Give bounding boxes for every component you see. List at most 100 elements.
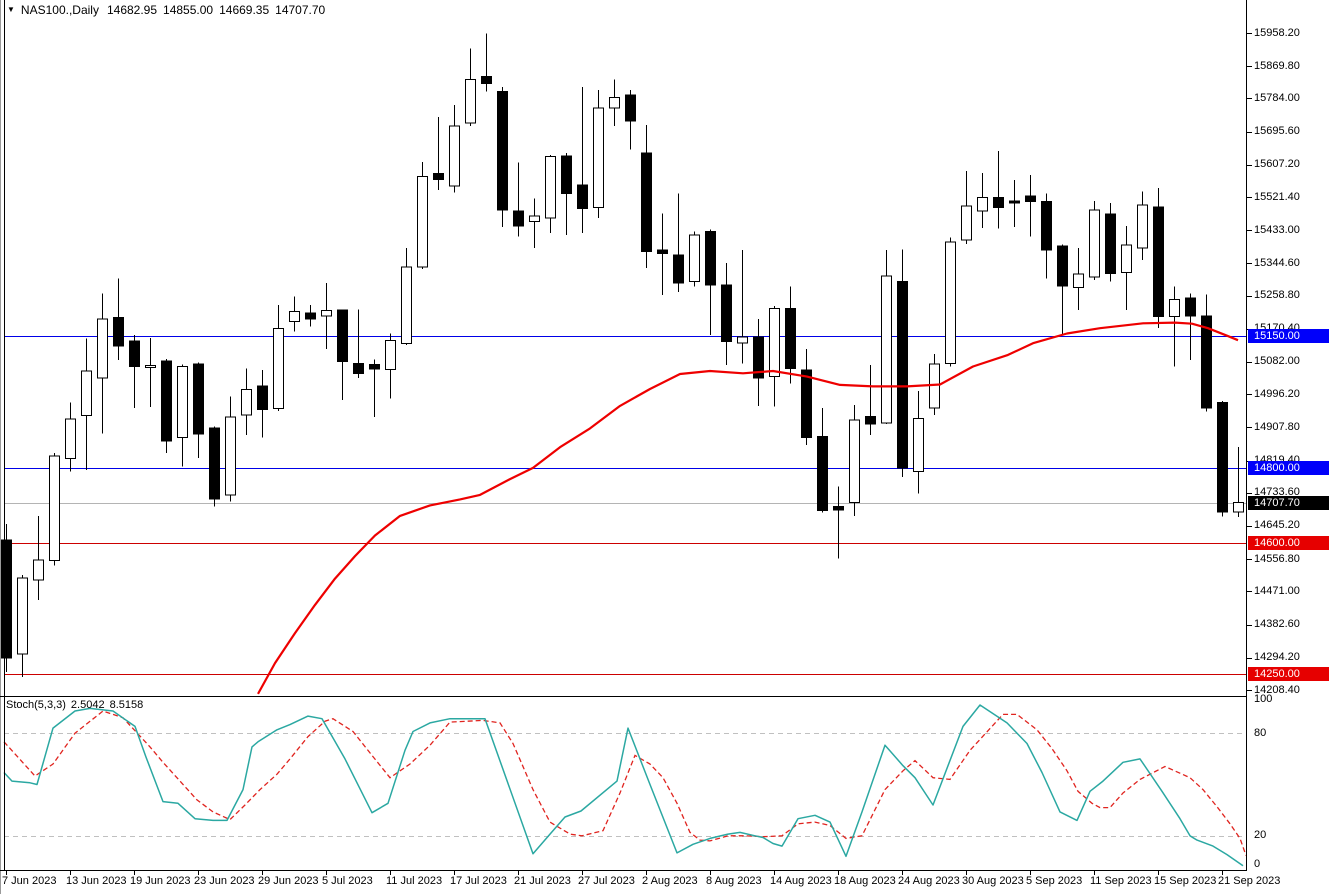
candle (481, 33, 492, 92)
date-axis: 7 Jun 2023 13 Jun 2023 19 Jun 2023 23 Jun 2… (0, 871, 1329, 894)
price-tick-mark (1247, 427, 1252, 428)
price-tick-label: 15869.80 (1254, 59, 1300, 72)
candle (1185, 293, 1196, 361)
candle (1233, 447, 1244, 517)
candle (353, 309, 364, 379)
price-tick-label: 15521.40 (1254, 190, 1300, 203)
candle (721, 263, 732, 365)
price-tick-label: 15082.00 (1254, 355, 1300, 368)
candle (1137, 191, 1148, 260)
main-chart-svg (1, 33, 1246, 695)
collapse-triangle-icon[interactable]: ▼ (7, 5, 15, 14)
date-tick-label: 8 Aug 2023 (706, 875, 762, 887)
date-tick-label: 24 Aug 2023 (898, 875, 960, 887)
price-tick-label: 14556.80 (1254, 552, 1300, 565)
candle (305, 304, 316, 327)
date-tick-label: 21 Jul 2023 (514, 875, 571, 887)
candle (1169, 286, 1180, 367)
candle (833, 486, 844, 559)
candle (81, 338, 92, 471)
date-tick-mark (6, 871, 7, 875)
ohlc-close: 14707.70 (275, 3, 326, 17)
main-stoch-divider[interactable] (0, 696, 1246, 697)
candle (1089, 200, 1100, 281)
candle (449, 105, 460, 193)
date-tick-mark (134, 871, 135, 875)
date-tick-label: 5 Sep 2023 (1026, 875, 1083, 887)
date-tick-mark (646, 871, 647, 875)
date-tick-mark (902, 871, 903, 875)
ohlc-high: 14855.00 (163, 3, 214, 17)
price-tick-mark (1247, 690, 1252, 691)
chart-left-border (4, 0, 5, 871)
price-tick-label: 14208.40 (1254, 683, 1300, 696)
price-tick-mark (1247, 132, 1252, 133)
candle (561, 153, 572, 236)
candle (257, 369, 268, 438)
date-tick-mark (390, 871, 391, 875)
price-badge-14707.70: 14707.70 (1248, 495, 1329, 510)
candle (97, 293, 108, 434)
date-tick-mark (774, 871, 775, 875)
price-tick-label: 14907.80 (1254, 420, 1300, 433)
date-tick-label: 23 Jun 2023 (194, 875, 255, 887)
price-tick-mark (1247, 493, 1252, 494)
price-tick-mark (1247, 625, 1252, 626)
candle (49, 452, 60, 566)
candle (385, 333, 396, 399)
date-tick-label: 27 Jul 2023 (578, 875, 635, 887)
date-tick-mark (198, 871, 199, 875)
date-tick-label: 21 Sep 2023 (1218, 875, 1281, 887)
date-tick-label: 2 Aug 2023 (642, 875, 698, 887)
candle (1057, 244, 1068, 335)
price-tick-label: 15258.80 (1254, 289, 1300, 302)
date-tick-mark (518, 871, 519, 875)
candle (817, 407, 828, 513)
candle (1153, 188, 1164, 329)
candle (961, 171, 972, 245)
candle (241, 368, 252, 435)
date-tick-mark (70, 871, 71, 875)
candle (433, 116, 444, 191)
date-tick-mark (1094, 871, 1095, 875)
ohlc-low: 14669.35 (219, 3, 270, 17)
candle (689, 231, 700, 287)
moving-average-line[interactable] (257, 321, 1239, 695)
candle (577, 86, 588, 234)
candle (913, 390, 924, 494)
candle (609, 79, 620, 126)
chart-title: ▼ NAS100.,Daily 14682.95 14855.00 14669.… (7, 3, 325, 17)
candle (65, 402, 76, 472)
stoch-signal-line (3, 710, 1246, 856)
candle (545, 155, 556, 234)
price-tick-label: 14645.20 (1254, 519, 1300, 532)
candle (1, 524, 12, 672)
candle (625, 90, 636, 150)
candle (129, 334, 140, 409)
price-tick-label: 15784.00 (1254, 91, 1300, 104)
date-tick-mark (838, 871, 839, 875)
candle (161, 358, 172, 454)
stoch-axis-label: 100 (1254, 692, 1273, 705)
candle (1025, 175, 1036, 237)
candle (33, 515, 44, 601)
date-tick-label: 15 Sep 2023 (1154, 875, 1217, 887)
date-tick-label: 5 Jul 2023 (322, 875, 373, 887)
date-tick-label: 7 Jun 2023 (2, 875, 57, 887)
candle (1041, 193, 1052, 279)
candle (369, 359, 380, 417)
candle (641, 125, 652, 269)
candle (193, 362, 204, 459)
candle (1217, 401, 1228, 517)
candle (401, 248, 412, 346)
candle (945, 237, 956, 367)
stoch-axis-label: 80 (1254, 726, 1267, 739)
candle (321, 283, 332, 350)
date-tick-label: 11 Sep 2023 (1090, 875, 1152, 887)
date-tick-mark (710, 871, 711, 875)
stochastic-k-value: 2.5042 (70, 699, 105, 711)
price-tick-mark (1247, 165, 1252, 166)
price-tick-mark (1247, 591, 1252, 592)
date-tick-label: 14 Aug 2023 (770, 875, 832, 887)
price-badge-14250.00: 14250.00 (1248, 667, 1329, 682)
